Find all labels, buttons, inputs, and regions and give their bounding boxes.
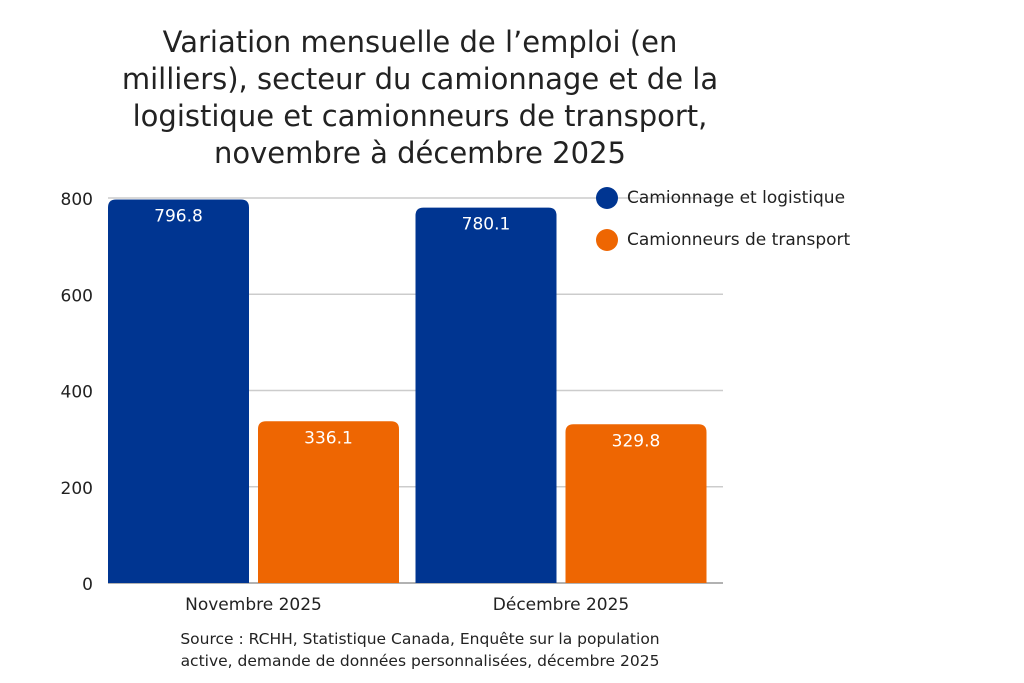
y-tick-label: 800 xyxy=(61,190,93,210)
legend-item-camionnage: Camionnage et logistique xyxy=(596,187,845,209)
data-label: 336.1 xyxy=(304,428,353,448)
legend-label: Camionneurs de transport xyxy=(627,230,851,250)
bar xyxy=(565,424,707,583)
x-tick-label: Novembre 2025 xyxy=(185,595,322,615)
legend-swatch-orange xyxy=(596,229,618,251)
bar xyxy=(108,199,249,584)
x-tick-label: Décembre 2025 xyxy=(493,595,629,615)
y-tick-label: 0 xyxy=(82,575,93,595)
data-label: 329.8 xyxy=(612,431,661,451)
source-note: Source : RCHH, Statistique Canada, Enquê… xyxy=(100,628,740,672)
legend-label: Camionnage et logistique xyxy=(627,188,846,208)
title-line: logistique et camionneurs de transport, xyxy=(132,99,708,133)
bar xyxy=(258,421,399,583)
title-line: milliers), secteur du camionnage et de l… xyxy=(121,62,719,96)
legend-item-camionneurs: Camionneurs de transport xyxy=(596,229,850,251)
data-label: 780.1 xyxy=(462,215,511,235)
y-tick-label: 600 xyxy=(61,286,93,306)
data-label: 796.8 xyxy=(154,207,203,227)
bar xyxy=(415,207,557,583)
title-line: novembre à décembre 2025 xyxy=(214,136,626,170)
title-line: Variation mensuelle de l’emploi (en xyxy=(162,25,678,59)
y-tick-label: 400 xyxy=(61,383,93,403)
chart-title: Variation mensuelle de l’emploi (en mill… xyxy=(100,24,740,172)
source-line: Source : RCHH, Statistique Canada, Enquê… xyxy=(180,630,660,648)
legend-swatch-blue xyxy=(596,187,618,209)
y-tick-label: 200 xyxy=(61,479,93,499)
source-line: active, demande de données personnalisée… xyxy=(180,652,660,670)
